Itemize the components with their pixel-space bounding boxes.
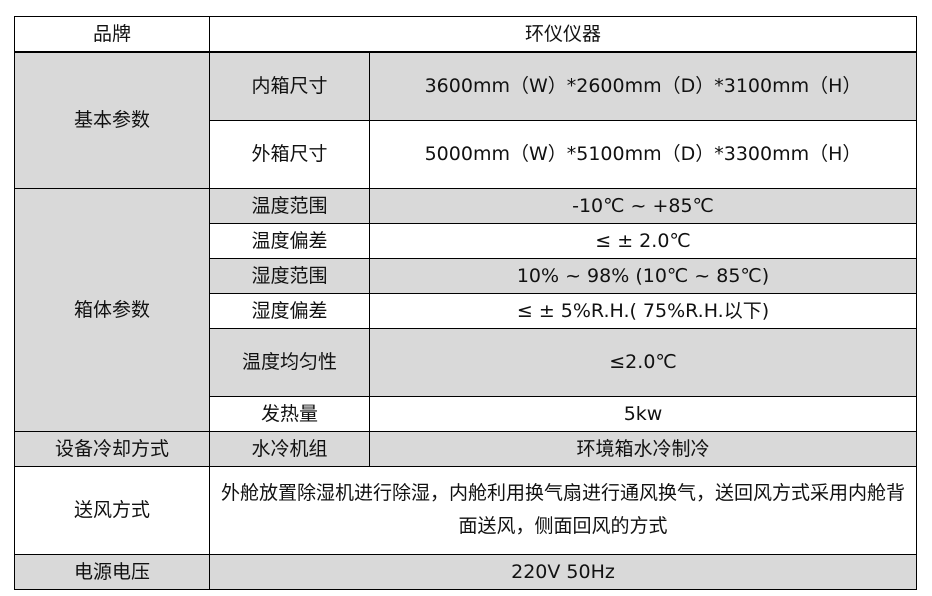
cooling-row: 设备冷却方式 水冷机组 环境箱水冷制冷 <box>14 430 918 467</box>
table-row: 温度偏差 ≤ ± 2.0℃ <box>15 222 918 259</box>
row-label: 温度偏差 <box>209 222 370 259</box>
row-label: 温度均匀性 <box>209 327 370 397</box>
table-row: 外箱尺寸 5000mm（W）*5100mm（D）*3300mm（H） <box>15 119 918 189</box>
row-label: 外箱尺寸 <box>209 119 370 189</box>
brand-row: 品牌 环仪仪器 <box>14 16 918 53</box>
air-value: 外舱放置除湿机进行除湿，内舱利用换气扇进行通风换气，送回风方式采用内舱背面送风，… <box>208 465 918 555</box>
row-label: 内箱尺寸 <box>209 51 370 121</box>
table-row: 湿度偏差 ≤ ± 5%R.H.( 75%R.H.以下) <box>15 292 918 329</box>
row-value: ≤2.0℃ <box>368 327 918 397</box>
table-row: 湿度范围 10% ~ 98% (10℃ ~ 85℃) <box>15 257 918 294</box>
row-label: 湿度偏差 <box>209 292 370 329</box>
table-row: 温度均匀性 ≤2.0℃ <box>15 327 918 397</box>
spec-table: 品牌 环仪仪器 基本参数 内箱尺寸 3600mm（W）*2600mm（D）*31… <box>14 16 918 590</box>
brand-label: 品牌 <box>14 16 210 53</box>
row-value: 3600mm（W）*2600mm（D）*3100mm（H） <box>368 51 918 121</box>
air-label: 送风方式 <box>14 465 210 555</box>
row-label: 湿度范围 <box>209 257 370 294</box>
row-label: 温度范围 <box>209 187 370 224</box>
cooling-value: 环境箱水冷制冷 <box>368 430 918 467</box>
power-label: 电源电压 <box>14 553 210 590</box>
table-row: 箱体参数 温度范围 -10℃ ~ +85℃ <box>14 187 918 432</box>
table-row: 基本参数 内箱尺寸 3600mm（W）*2600mm（D）*3100mm（H） <box>14 51 918 189</box>
row-value: 5kw <box>368 395 918 432</box>
power-value: 220V 50Hz <box>208 553 918 590</box>
row-value: 10% ~ 98% (10℃ ~ 85℃) <box>368 257 918 294</box>
box-params-label: 箱体参数 <box>14 187 210 432</box>
basic-params-label: 基本参数 <box>14 51 210 189</box>
cooling-label: 设备冷却方式 <box>14 430 210 467</box>
row-value: -10℃ ~ +85℃ <box>368 187 918 224</box>
table-row: 发热量 5kw <box>15 395 918 432</box>
row-label: 发热量 <box>209 395 370 432</box>
cooling-sub: 水冷机组 <box>209 430 370 467</box>
power-row: 电源电压 220V 50Hz <box>14 553 918 590</box>
row-value: ≤ ± 2.0℃ <box>368 222 918 259</box>
brand-value: 环仪仪器 <box>208 16 918 53</box>
row-value: ≤ ± 5%R.H.( 75%R.H.以下) <box>368 292 918 329</box>
air-row: 送风方式 外舱放置除湿机进行除湿，内舱利用换气扇进行通风换气，送回风方式采用内舱… <box>14 465 918 555</box>
row-value: 5000mm（W）*5100mm（D）*3300mm（H） <box>368 119 918 189</box>
